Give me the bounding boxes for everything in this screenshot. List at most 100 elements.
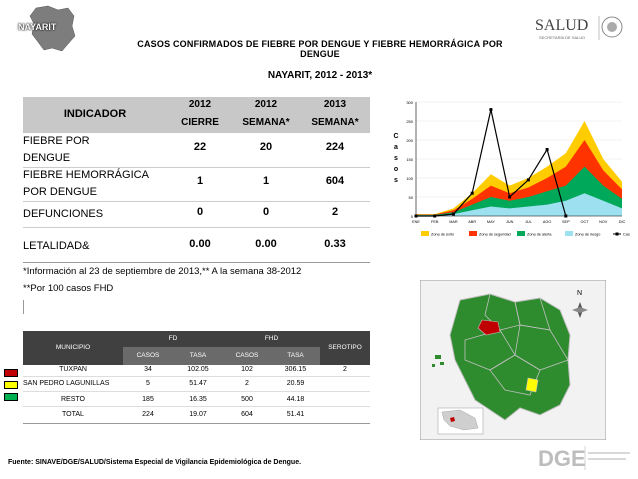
y-tick-label: 150 [406,157,413,162]
san-pedro-color-swatch [4,381,18,389]
x-tick-label: DIC [619,220,626,224]
y-axis-label-char: s [394,155,398,162]
row-tuxpan-serotipo: 2 [343,366,347,373]
nayarit-state-silhouette [29,5,76,52]
fd-tasa-header: TASA [173,347,223,365]
row-tuxpan-name: TUXPAN [59,366,87,373]
row-resto-fd-casos: 185 [142,396,154,403]
x-tick-label: MAR [449,220,458,224]
y-tick-label: 0 [411,214,414,219]
x-tick-label: NOV [599,220,608,224]
col3-year: 2013 [323,99,347,110]
data-point [414,214,418,218]
row-fhd-v2: 1 [262,175,270,187]
row-tuxpan-fhd-tasa: 306.15 [284,366,307,373]
data-point [470,191,474,195]
col3-sub: SEMANA* [311,117,359,128]
row-tuxpan-fd-casos: 34 [144,366,152,373]
y-tick-label: 200 [406,138,413,143]
row-let-v3: 0.33 [324,238,346,250]
row-fd-label2: DENGUE [23,152,71,164]
subtitle: NAYARIT, 2012 - 2013* [267,70,373,81]
footnote-1: *Información al 23 de septiembre de 2013… [23,266,302,277]
col-fhd: FHD [223,331,320,347]
x-tick-label: JUL [525,220,532,224]
legend-label: Zona de éxito [431,233,454,237]
y-axis-label-char: C [393,133,398,140]
fhd-casos-header: CASOS [223,347,271,365]
row-fhd-label2: POR DENGUE [23,186,97,198]
row-resto-fhd-casos: 500 [241,396,253,403]
y-tick-label: 100 [406,176,413,181]
dge-logo: DGE [538,446,630,471]
row-sanpedro-fd-casos: 5 [146,380,150,387]
footnote-2: **Por 100 casos FHD [23,283,114,294]
salud-logo: SALUD SECRETARÍA DE SALUD [505,12,625,44]
legend-swatch [421,231,429,236]
x-tick-label: JUN [506,220,514,224]
data-point [564,214,568,218]
row-tuxpan-fhd-casos: 102 [241,366,253,373]
row-fhd-v1: 1 [196,175,204,187]
row-resto-fd-tasa: 16.35 [189,396,207,403]
x-tick-label: OCT [581,220,590,224]
row-let-v1: 0.00 [189,238,211,250]
fd-casos-header: CASOS [123,347,173,365]
main-title: CASOS CONFIRMADOS DE FIEBRE POR DENGUE Y… [137,39,503,59]
col-municipio: MUNICIPIO [23,331,123,365]
row-resto-fhd-tasa: 44.18 [286,396,305,403]
row-total-fd-tasa: 19.07 [189,411,207,418]
san-pedro-region [525,377,539,393]
x-tick-label: FEB [431,220,439,224]
row-tuxpan-fd-tasa: 102.05 [187,366,209,373]
row-sanpedro-fd-tasa: 51.47 [189,380,207,387]
legend-swatch [565,231,573,236]
nayarit-municipio-map: N [420,280,606,440]
row-def-v2: 0 [262,206,270,218]
col-serotipo: SEROTIPO [320,331,370,365]
dge-logo-text: DGE [538,446,586,471]
indicator-table-header [23,97,370,133]
legend-swatch [469,231,477,236]
resto-color-swatch [4,393,18,401]
row-total-name: TOTAL [62,411,84,418]
x-tick-label: SEP [562,220,570,224]
row-sanpedro-name: SAN PEDRO LAGUNILLAS [23,380,110,387]
x-tick-label: AGO [543,220,551,224]
fhd-tasa-header: TASA [271,347,320,365]
tuxpan-color-swatch [4,369,18,377]
salud-logo-text: SALUD [535,17,588,34]
row-fd-v2: 20 [259,141,273,153]
row-total-fhd-tasa: 51.41 [286,411,305,418]
y-axis-label-char: a [394,144,398,151]
row-fhd-v3: 604 [325,175,345,187]
row-total-fd-casos: 224 [142,411,154,418]
municipio-table: MUNICIPIO FD FHD SEROTIPO CASOS TASA CAS… [23,331,370,426]
legend-label: Zona de riesgo [575,233,600,237]
col1-year: 2012 [188,99,212,110]
source-note: Fuente: SINAVE/DGE/SALUD/Sistema Especia… [8,459,302,466]
row-resto-name: RESTO [61,396,85,403]
row-def-v1: 0 [196,206,204,218]
y-tick-label: 50 [409,195,414,200]
row-fhd-label1: FIEBRE HEMORRÁGICA [23,169,149,181]
data-point [545,148,549,151]
data-point [489,108,493,112]
col2-year: 2012 [254,99,278,110]
x-tick-label: MAY [487,220,495,224]
compass-rose-icon: N [572,290,588,318]
row-def-v3: 2 [331,206,339,218]
x-tick-label: ENE [412,220,420,224]
row-sanpedro-fhd-tasa: 20.59 [286,380,305,387]
data-point [433,214,437,218]
svg-text:N: N [577,290,582,297]
y-axis-label-char: o [394,166,398,173]
col-fd: FD [123,331,223,347]
y-tick-label: 250 [406,119,413,124]
col-indicator: INDICADOR [63,108,127,120]
row-let-label: LETALIDAD& [23,240,90,252]
col2-sub: SEMANA* [242,117,290,128]
legend-marker [615,232,619,236]
